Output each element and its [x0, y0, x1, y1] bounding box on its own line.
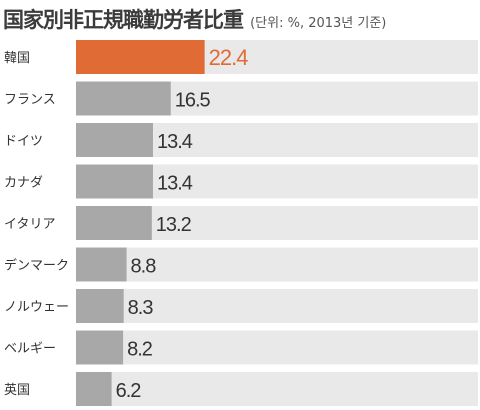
bar — [76, 289, 124, 323]
chart-title: 国家別非正規職勤労者比重 — [3, 8, 244, 32]
value-label: 6.2 — [116, 380, 142, 402]
bar — [76, 206, 152, 240]
bar — [76, 81, 171, 116]
value-label: 16.5 — [175, 90, 211, 112]
value-label: 13.2 — [156, 214, 192, 236]
chart-subtitle: (단위: %, 2013년 기준) — [250, 16, 387, 31]
row-background — [76, 289, 478, 323]
row-background — [76, 247, 478, 282]
value-label: 22.4 — [209, 45, 249, 70]
value-label: 8.2 — [127, 339, 153, 361]
bar — [76, 372, 112, 406]
bar — [76, 247, 127, 282]
row-background — [76, 330, 478, 365]
category-label: ノルウェー — [4, 300, 69, 315]
bar — [76, 40, 205, 74]
category-label: 韓国 — [4, 51, 30, 66]
category-label: ドイツ — [4, 134, 43, 149]
bar — [76, 330, 124, 365]
value-label: 13.4 — [157, 131, 193, 153]
bar — [76, 123, 153, 157]
value-label: 13.4 — [157, 173, 193, 195]
category-label: 英国 — [4, 383, 30, 398]
category-label: カナダ — [4, 176, 43, 191]
category-label: デンマーク — [4, 258, 69, 274]
value-label: 8.3 — [128, 297, 154, 319]
category-label: ベルギー — [4, 342, 56, 357]
category-label: イタリア — [4, 217, 55, 232]
row-background — [76, 372, 478, 406]
value-label: 8.8 — [131, 256, 157, 278]
category-label: フランス — [4, 93, 56, 108]
bar-chart: 韓国 22.4 フランス 16.5 ドイツ 13.4 カナダ 13.4 イタリア 13.2 デンマー… — [4, 40, 478, 406]
chart-title-block: 国家別非正規職勤労者比重 (단위: %, 2013년 기준) — [3, 4, 479, 36]
bar — [76, 164, 153, 199]
